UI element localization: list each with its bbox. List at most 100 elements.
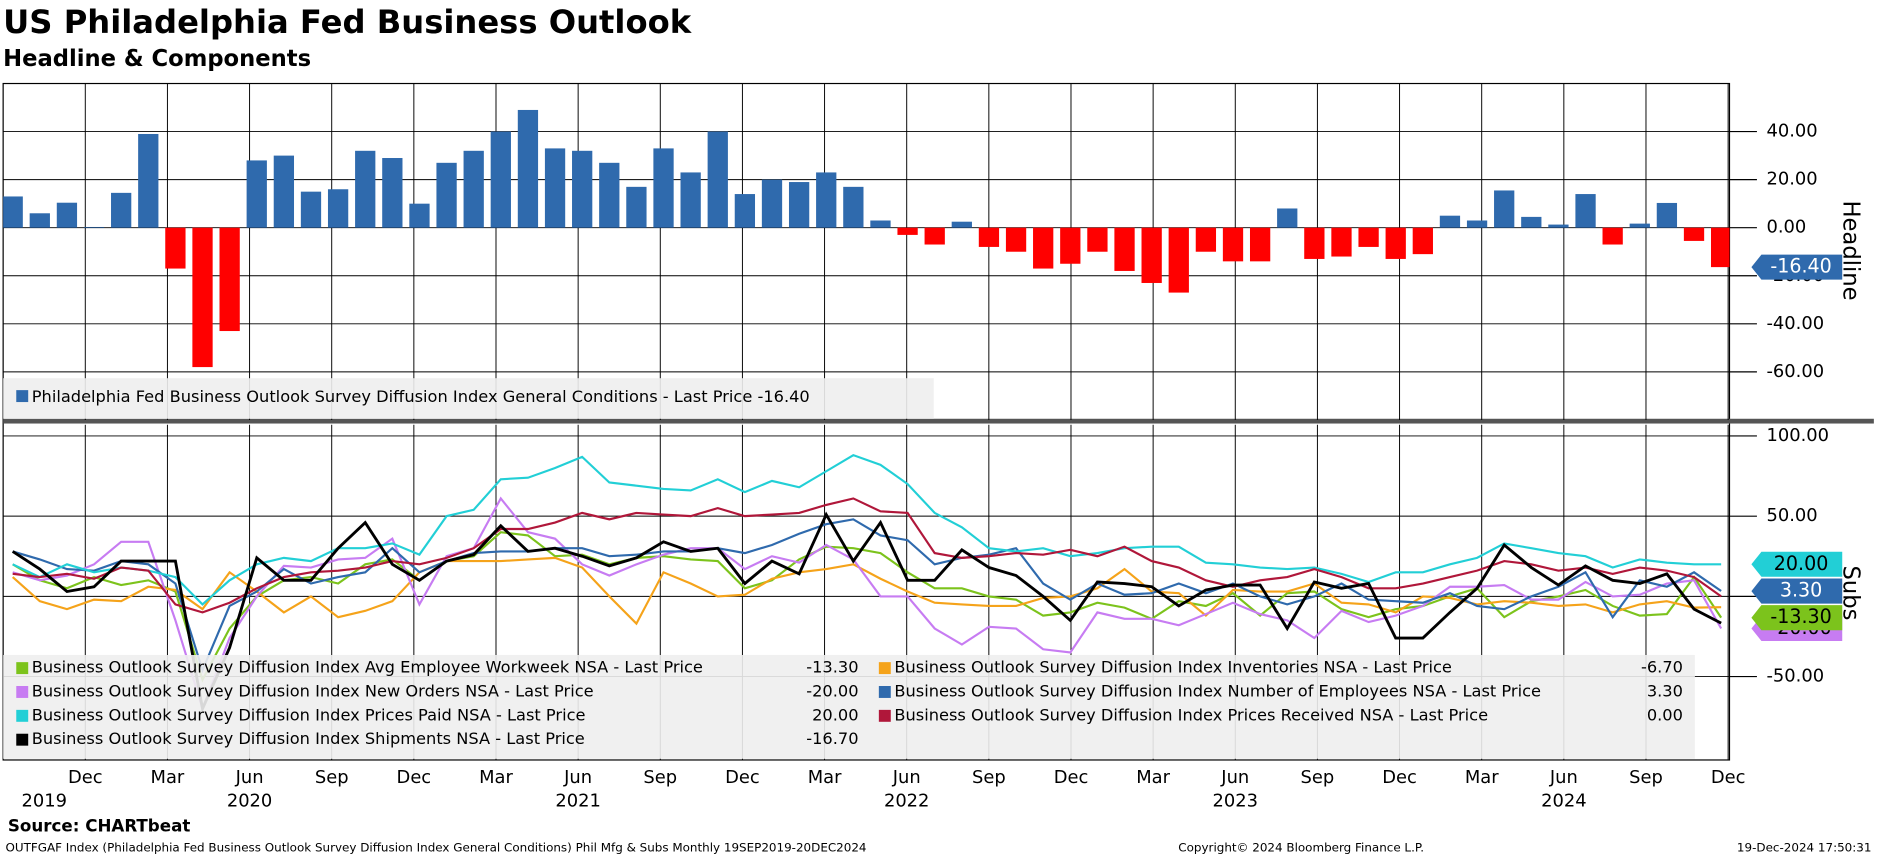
bar	[409, 203, 430, 228]
legend-box	[3, 378, 934, 419]
bar	[192, 227, 213, 368]
x-tick-label: Sep	[1629, 767, 1663, 788]
bar	[1683, 227, 1705, 241]
source: Source: CHARTbeat	[8, 815, 190, 835]
line	[12, 496, 1723, 712]
y-tick-label: 40.00	[1766, 121, 1817, 142]
bar	[327, 189, 349, 228]
bar	[1385, 227, 1406, 259]
bar	[1521, 216, 1542, 228]
x-tick-label: Jun	[1549, 767, 1578, 788]
legend-label: Business Outlook Survey Diffusion Index …	[32, 681, 594, 700]
bar	[816, 172, 837, 228]
bar	[29, 213, 50, 228]
bar	[1168, 227, 1189, 293]
legend-value: -13.30	[806, 658, 858, 677]
x-tick-label: Dec	[397, 767, 432, 788]
bar	[870, 220, 891, 228]
bar	[572, 150, 593, 228]
bar	[1358, 227, 1379, 247]
bar	[1195, 227, 1217, 252]
bar	[1222, 227, 1244, 262]
legend-label: Business Outlook Survey Diffusion Index …	[894, 705, 1488, 724]
legend-swatch	[16, 662, 29, 675]
bars	[3, 109, 1730, 368]
bar	[1629, 223, 1650, 228]
year-label: 2020	[227, 791, 273, 812]
bar	[1439, 215, 1461, 228]
year-label: 2024	[1541, 791, 1586, 812]
bar	[1060, 227, 1081, 264]
bar	[544, 148, 566, 228]
bar	[219, 227, 240, 332]
bar	[1033, 227, 1054, 269]
x-tick-label: Sep	[315, 767, 349, 788]
legend-swatch	[16, 733, 29, 746]
x-tick-label: Dec	[1054, 767, 1089, 788]
bar	[680, 172, 701, 228]
y-axis-label: Headline	[1837, 200, 1863, 300]
legend-value: -6.70	[1641, 658, 1683, 677]
bar	[3, 196, 23, 228]
legend-swatch	[16, 390, 29, 403]
x-tick-label: Dec	[1711, 767, 1746, 788]
x-tick-label: Dec	[725, 767, 760, 788]
legend-value: 0.00	[1647, 705, 1683, 724]
bar	[517, 109, 539, 228]
bar	[436, 162, 457, 228]
x-tick-label: Sep	[643, 767, 677, 788]
bar	[843, 186, 864, 228]
bar	[1710, 227, 1730, 268]
y-tick-label: 100.00	[1766, 425, 1829, 446]
bar	[788, 182, 810, 228]
chart-subtitle: Headline & Components	[3, 46, 311, 72]
y-tick-label: -50.00	[1766, 666, 1824, 687]
footer-timestamp: 19-Dec-2024 17:50:31	[1737, 841, 1872, 855]
year-label: 2022	[884, 791, 930, 812]
x-tick-label: Mar	[808, 767, 842, 788]
y-tick-label: 0.00	[1766, 217, 1806, 238]
last-value-label: -16.40	[1770, 256, 1832, 278]
legend-swatch	[878, 709, 891, 722]
x-tick-label: Sep	[972, 767, 1006, 788]
legend-label: Business Outlook Survey Diffusion Index …	[32, 658, 703, 677]
bar	[300, 191, 322, 228]
line	[12, 518, 1722, 674]
legend-swatch	[878, 662, 891, 675]
bar	[924, 227, 945, 245]
x-tick-label: Mar	[479, 767, 513, 788]
last-value-label: 3.30	[1780, 580, 1822, 602]
line	[11, 511, 1722, 714]
bar	[1277, 208, 1298, 228]
legend-value: 3.30	[1647, 681, 1683, 700]
bar	[138, 133, 159, 228]
bar	[1602, 227, 1623, 245]
bar	[1575, 194, 1596, 228]
bar	[1494, 190, 1515, 228]
x-tick-label: Jun	[892, 767, 921, 788]
bar	[626, 186, 647, 228]
year-label: 2021	[555, 791, 601, 812]
legend-label: Business Outlook Survey Diffusion Index …	[894, 658, 1452, 677]
lines	[11, 453, 1723, 714]
y-tick-label: 50.00	[1766, 505, 1817, 526]
bar	[56, 202, 78, 228]
x-tick-label: Mar	[1136, 767, 1170, 788]
bar	[1087, 227, 1108, 252]
last-value-tag	[1751, 578, 1843, 604]
last-value-tag	[1751, 551, 1843, 577]
bar	[273, 155, 295, 228]
last-value-tag	[1751, 254, 1843, 280]
bar	[599, 162, 620, 228]
bar	[1304, 227, 1325, 259]
x-tick-label: Jun	[1220, 767, 1249, 788]
bar	[382, 158, 403, 228]
x-tick-label: Mar	[1465, 767, 1499, 788]
legend-swatch	[16, 686, 29, 698]
x-tick-label: Dec	[1382, 767, 1417, 788]
line	[12, 497, 1722, 614]
bar	[951, 221, 972, 228]
bar	[1656, 202, 1678, 228]
